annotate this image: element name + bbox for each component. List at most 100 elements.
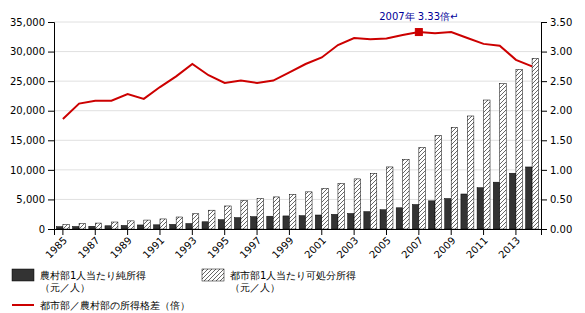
tick: 2001 <box>302 229 328 260</box>
bar <box>79 224 85 229</box>
tick-mark <box>127 229 128 235</box>
tick: 15,000 <box>10 135 54 146</box>
bar <box>267 216 273 229</box>
bar <box>315 215 321 229</box>
bar <box>192 214 198 229</box>
bar <box>435 136 441 229</box>
tick-label: 1987 <box>76 235 102 261</box>
bar <box>225 206 231 229</box>
bar <box>234 218 240 229</box>
bar <box>137 225 143 229</box>
tick: 0 <box>39 224 54 235</box>
tick-mark <box>289 229 290 235</box>
bar <box>257 198 263 229</box>
tick-label: 5,000 <box>16 194 45 205</box>
tick-label: 2003 <box>335 235 361 261</box>
tick-label: 2007 <box>399 235 425 261</box>
bar <box>477 188 483 229</box>
tick-label: 1995 <box>205 235 231 261</box>
bar <box>467 116 473 229</box>
tick-mark <box>257 229 258 235</box>
tick: 35,000 <box>10 17 54 28</box>
tick-mark <box>386 229 387 235</box>
tick: 2007 <box>399 229 425 260</box>
bar <box>289 194 295 229</box>
tick: 2009 <box>432 229 458 260</box>
tick-label: 1993 <box>173 235 199 261</box>
tick: 2011 <box>464 229 490 260</box>
tick-mark <box>62 229 63 235</box>
chart: 2007年 3.33倍↵05,00010,00015,00020,00025,0… <box>0 0 585 313</box>
tick-mark <box>48 52 54 53</box>
y-axis: 05,00010,00015,00020,00025,00030,00035,0… <box>10 17 55 235</box>
grid-line <box>54 22 541 23</box>
tick-label: 15,000 <box>10 135 45 146</box>
bar <box>380 210 386 229</box>
tick-label: 0.50 <box>550 194 572 205</box>
x-axis: 1985198719891991199319951997199920012003… <box>43 229 541 260</box>
tick: 1993 <box>173 229 199 260</box>
tick-mark <box>541 22 547 23</box>
bar <box>209 210 215 229</box>
tick-label: 0.00 <box>550 224 572 235</box>
legend-swatch <box>202 269 224 281</box>
bar <box>251 217 257 229</box>
tick-label: 2011 <box>464 235 490 261</box>
tick-mark <box>48 81 54 82</box>
tick-label: 2009 <box>432 235 458 261</box>
tick-label: 1991 <box>141 235 167 261</box>
bar <box>283 216 289 229</box>
tick-mark <box>541 111 547 112</box>
legend-label: 都市部／農村部の所得格差（倍） <box>40 300 190 311</box>
tick: 20,000 <box>10 105 54 116</box>
bar <box>128 221 134 229</box>
tick: 30,000 <box>10 46 54 57</box>
bar <box>95 223 101 229</box>
tick-label: 2005 <box>367 235 393 261</box>
bar <box>154 225 160 229</box>
tick-label: 0 <box>39 224 45 235</box>
bar <box>396 208 402 229</box>
tick-label: 30,000 <box>10 46 45 57</box>
tick-mark <box>224 229 225 235</box>
bar <box>73 226 79 229</box>
tick-mark <box>159 229 160 235</box>
annotations: 2007年 3.33倍↵ <box>379 11 458 22</box>
tick-mark <box>48 22 54 23</box>
tick-mark <box>541 170 547 171</box>
line <box>63 32 532 119</box>
bar <box>364 212 370 229</box>
tick-mark <box>451 229 452 235</box>
grid <box>54 22 541 229</box>
tick: 0.00 <box>541 224 572 235</box>
bar <box>484 100 490 229</box>
bar <box>241 200 247 229</box>
bar <box>56 227 62 229</box>
tick: 0.50 <box>541 194 572 205</box>
tick-label: 1.50 <box>550 135 572 146</box>
bar <box>176 217 182 229</box>
tick: 1985 <box>43 229 69 260</box>
axis-line <box>542 23 548 230</box>
bar <box>412 205 418 229</box>
bar <box>419 147 425 229</box>
bar <box>160 219 166 229</box>
legend-item: 農村部1人当たり純所得（元／人） <box>12 269 146 293</box>
tick-mark <box>483 229 484 235</box>
bar <box>348 213 354 229</box>
bar <box>526 167 532 229</box>
tick: 2005 <box>367 229 393 260</box>
bar <box>370 173 376 229</box>
tick-mark <box>48 111 54 112</box>
tick-label: 10,000 <box>10 165 45 176</box>
y2-axis: 0.000.501.001.502.002.503.003.50 <box>541 17 572 235</box>
bar <box>500 84 506 229</box>
tick: 10,000 <box>10 165 54 176</box>
tick-label: 35,000 <box>10 17 45 28</box>
tick-label: 3.00 <box>550 46 572 57</box>
bar <box>202 222 208 229</box>
tick-mark <box>418 229 419 235</box>
bar <box>354 179 360 229</box>
grid-line <box>54 110 541 111</box>
legend-label: 都市部1人当たり可処分所得（元／人） <box>230 270 356 293</box>
